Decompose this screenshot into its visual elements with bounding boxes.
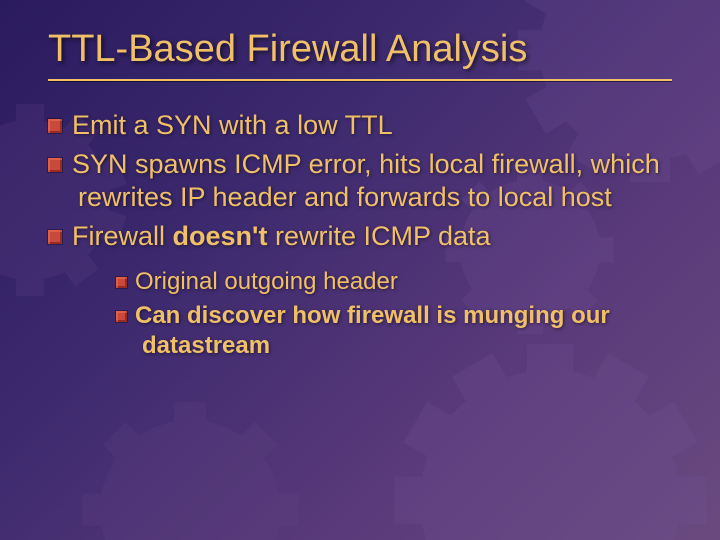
bullet-prefix: Firewall bbox=[72, 221, 165, 251]
slide: TTL-Based Firewall Analysis Emit a SYN w… bbox=[0, 0, 720, 540]
gear-decoration bbox=[100, 420, 280, 540]
slide-title: TTL-Based Firewall Analysis bbox=[48, 28, 672, 71]
bullet-list-lvl1: Emit a SYN with a low TTL SYN spawns ICM… bbox=[48, 109, 672, 361]
bullet-prefix: SYN bbox=[72, 149, 128, 179]
list-item: Firewall doesn't rewrite ICMP data Origi… bbox=[48, 220, 672, 361]
bullet-icon bbox=[116, 277, 127, 288]
bullet-icon bbox=[48, 158, 62, 172]
bullet-text: spawns ICMP error, hits local firewall, … bbox=[78, 149, 660, 212]
list-item: SYN spawns ICMP error, hits local firewa… bbox=[48, 148, 672, 214]
bullet-text: a SYN with a low TTL bbox=[126, 110, 393, 140]
bullet-text: rewrite ICMP data bbox=[267, 221, 490, 251]
bullet-text: discover how firewall is munging our dat… bbox=[142, 302, 610, 359]
bullet-icon bbox=[116, 311, 127, 322]
bullet-icon bbox=[48, 230, 62, 244]
title-rule bbox=[48, 79, 672, 81]
bullet-list-lvl2: Original outgoing header Can discover ho… bbox=[116, 267, 672, 361]
gear-decoration bbox=[420, 370, 680, 540]
bullet-bold: doesn't bbox=[173, 221, 268, 251]
list-item: Original outgoing header bbox=[116, 267, 672, 297]
list-item: Emit a SYN with a low TTL bbox=[48, 109, 672, 142]
bullet-prefix: Can bbox=[135, 302, 180, 329]
list-item: Can discover how firewall is munging our… bbox=[116, 301, 672, 361]
bullet-icon bbox=[48, 119, 62, 133]
slide-body: Emit a SYN with a low TTL SYN spawns ICM… bbox=[48, 109, 672, 361]
bullet-prefix: Emit bbox=[72, 110, 126, 140]
bullet-space bbox=[165, 221, 173, 251]
bullet-prefix: Original bbox=[135, 268, 218, 295]
bullet-text: outgoing header bbox=[218, 268, 398, 295]
